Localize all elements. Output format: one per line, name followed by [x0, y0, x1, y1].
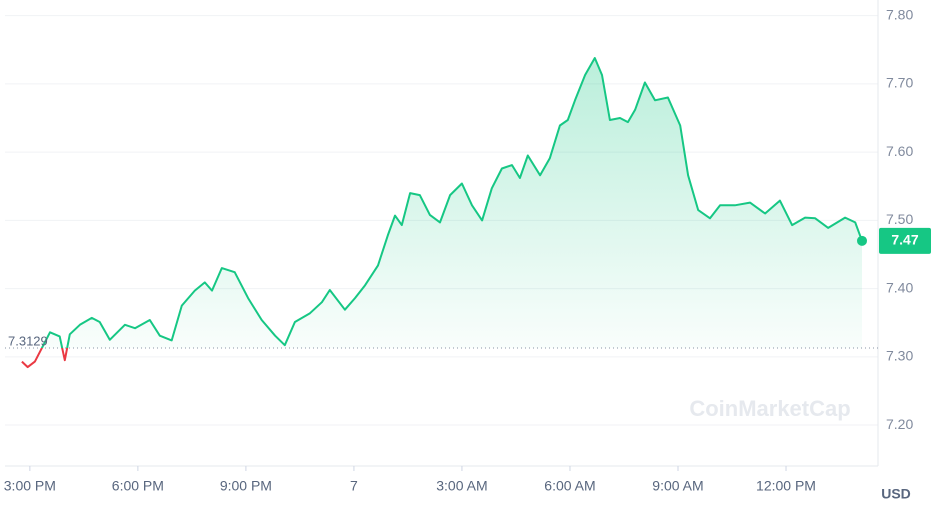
area-fill [21, 58, 862, 349]
x-tick-label: 7 [350, 478, 358, 494]
watermark: CoinMarketCap [689, 396, 850, 421]
y-tick-label: 7.80 [886, 6, 913, 22]
x-tick-label: 6:00 AM [544, 478, 595, 494]
y-tick-label: 7.30 [886, 348, 913, 364]
y-tick-label: 7.60 [886, 143, 913, 159]
x-tick-label: 12:00 PM [756, 478, 816, 494]
y-tick-label: 7.40 [886, 279, 913, 295]
reference-label: 7.3129 [8, 333, 48, 348]
x-tick-label: 9:00 PM [220, 478, 272, 494]
x-tick-label: 3:00 AM [436, 478, 487, 494]
current-dot [857, 235, 867, 246]
y-tick-label: 7.70 [886, 75, 913, 91]
price-line [21, 57, 863, 369]
x-tick-label: 3:00 PM [4, 478, 56, 494]
current-badge [879, 227, 931, 254]
y-tick-label: 7.20 [886, 416, 913, 432]
current-label: 7.47 [891, 232, 918, 248]
currency-label: USD [881, 486, 911, 502]
y-tick-label: 7.50 [886, 211, 913, 227]
x-tick-label: 6:00 PM [112, 478, 164, 494]
x-tick-label: 9:00 AM [652, 478, 703, 494]
